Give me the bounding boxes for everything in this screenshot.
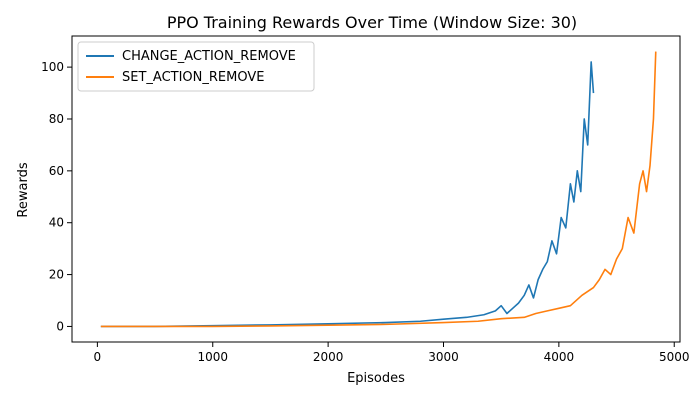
y-tick-label: 60	[49, 164, 64, 178]
y-tick-label: 20	[49, 268, 64, 282]
y-tick-label: 100	[41, 60, 64, 74]
plot-area	[100, 51, 657, 328]
series-line-set-action-remove	[100, 51, 657, 328]
x-tick-label: 4000	[544, 350, 575, 364]
x-tick-label: 5000	[659, 350, 690, 364]
y-axis-ticks: 0 20 40 60 80 100	[41, 60, 72, 333]
chart-title: PPO Training Rewards Over Time (Window S…	[167, 13, 577, 32]
y-tick-label: 80	[49, 112, 64, 126]
legend-label-set-action-remove: SET_ACTION_REMOVE	[122, 70, 264, 85]
y-tick-label: 40	[49, 216, 64, 230]
legend: CHANGE_ACTION_REMOVE SET_ACTION_REMOVE	[77, 41, 315, 92]
y-axis-label: Rewards	[16, 162, 31, 217]
plot-frame	[71, 35, 681, 343]
legend-label-change-action-remove: CHANGE_ACTION_REMOVE	[122, 49, 296, 64]
x-axis-label: Episodes	[347, 371, 405, 386]
x-tick-label: 0	[94, 350, 102, 364]
x-tick-label: 3000	[428, 350, 459, 364]
series-line-change-action-remove	[100, 61, 595, 328]
x-axis-ticks: 0 1000 2000 3000 4000 5000	[94, 342, 690, 364]
x-tick-label: 1000	[197, 350, 228, 364]
y-tick-label: 0	[56, 319, 64, 333]
x-tick-label: 2000	[313, 350, 344, 364]
legend-box	[77, 41, 315, 92]
